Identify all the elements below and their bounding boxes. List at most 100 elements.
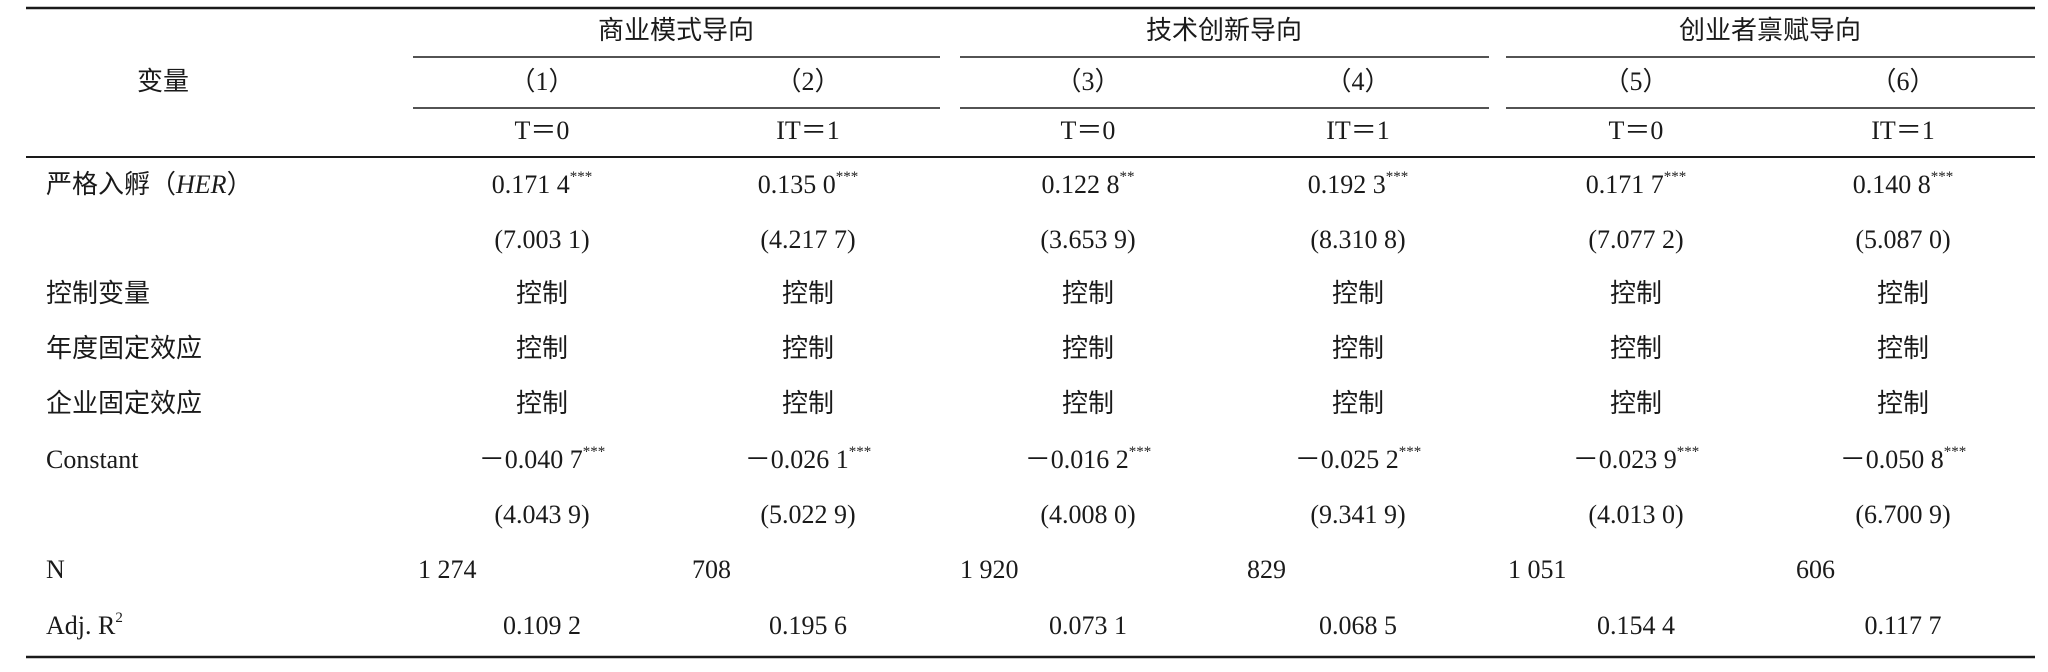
cell: (7.077 2)	[1588, 225, 1683, 254]
label-text: Constant	[46, 445, 139, 474]
cell-value: －0.040 7	[479, 445, 583, 474]
cell-value: －0.050 8	[1840, 445, 1944, 474]
cell: 控制	[516, 389, 568, 418]
significance: ***	[570, 169, 593, 185]
column-number: （5）	[1603, 67, 1668, 96]
significance: ***	[1399, 444, 1422, 460]
cell: 控制	[1610, 389, 1662, 418]
cell: (4.043 9)	[494, 500, 589, 529]
cell: 0.192 3***	[1308, 169, 1409, 199]
cell: 829	[1247, 555, 1286, 584]
cell-value: －0.023 9	[1573, 445, 1677, 474]
cell: 0.140 8***	[1853, 169, 1954, 199]
column-number: （2）	[775, 67, 840, 96]
group-header: 技术创新导向	[1146, 16, 1302, 45]
cell: (4.013 0)	[1588, 500, 1683, 529]
cell: 控制	[1610, 279, 1662, 308]
cell: 控制	[1332, 279, 1384, 308]
cell: (5.087 0)	[1855, 225, 1950, 254]
cell: －0.050 8***	[1840, 444, 1967, 474]
cell: 0.171 7***	[1586, 169, 1687, 199]
cell: 控制	[1062, 389, 1114, 418]
significance: ***	[1677, 444, 1700, 460]
column-condition: T＝0	[1061, 116, 1116, 145]
cell-value: 0.192 3	[1308, 170, 1386, 199]
column-number: （6）	[1870, 67, 1935, 96]
cell: (4.008 0)	[1040, 500, 1135, 529]
cell: 1 920	[960, 555, 1019, 584]
cell-value: －0.016 2	[1025, 445, 1129, 474]
row-label: 控制变量	[46, 279, 150, 308]
label-text: Adj. R	[46, 611, 116, 640]
column-condition: T＝0	[515, 116, 570, 145]
column-condition: IT＝1	[1871, 116, 1935, 145]
cell: 控制	[1610, 334, 1662, 363]
cell: (9.341 9)	[1310, 500, 1405, 529]
label-text: 年度固定效应	[46, 334, 202, 363]
column-number: （3）	[1055, 67, 1120, 96]
cell: 0.171 4***	[492, 169, 593, 199]
cell: 0.109 2	[503, 611, 581, 640]
column-condition: T＝0	[1609, 116, 1664, 145]
cell: 0.122 8**	[1042, 169, 1135, 199]
row-label: Adj. R2	[46, 610, 123, 640]
column-number: （4）	[1325, 67, 1390, 96]
label-tail: ）	[227, 170, 253, 199]
cell: 606	[1796, 555, 1835, 584]
cell: －0.025 2***	[1295, 444, 1422, 474]
significance: **	[1120, 169, 1135, 185]
row-label: 年度固定效应	[46, 334, 202, 363]
cell: (5.022 9)	[760, 500, 855, 529]
cell: 控制	[1877, 389, 1929, 418]
cell: (6.700 9)	[1855, 500, 1950, 529]
significance: ***	[1386, 169, 1409, 185]
cell: 1 274	[418, 555, 477, 584]
cell: 0.135 0***	[758, 169, 859, 199]
cell: 0.068 5	[1319, 611, 1397, 640]
cell-value: 0.171 4	[492, 170, 570, 199]
cell: 控制	[516, 279, 568, 308]
column-condition: IT＝1	[776, 116, 840, 145]
cell: 控制	[1877, 279, 1929, 308]
cell: 控制	[1062, 334, 1114, 363]
cell: 0.195 6	[769, 611, 847, 640]
cell-value: 0.135 0	[758, 170, 836, 199]
cell: 708	[692, 555, 731, 584]
cell: 0.154 4	[1597, 611, 1675, 640]
label-italic: HER	[175, 170, 227, 199]
cell: －0.040 7***	[479, 444, 606, 474]
cell: (3.653 9)	[1040, 225, 1135, 254]
cell-value: －0.026 1	[745, 445, 849, 474]
cell-value: －0.025 2	[1295, 445, 1399, 474]
label-text: 控制变量	[46, 279, 150, 308]
significance: ***	[1664, 169, 1687, 185]
cell: 控制	[782, 389, 834, 418]
significance: ***	[583, 444, 606, 460]
cell: 0.117 7	[1864, 611, 1941, 640]
row-label: Constant	[46, 445, 139, 474]
cell: 0.073 1	[1049, 611, 1127, 640]
group-header: 商业模式导向	[598, 16, 754, 45]
cell: (4.217 7)	[760, 225, 855, 254]
cell-value: 0.140 8	[1853, 170, 1931, 199]
cell: 1 051	[1508, 555, 1567, 584]
significance: ***	[836, 169, 859, 185]
cell: －0.016 2***	[1025, 444, 1152, 474]
column-number: （1）	[509, 67, 574, 96]
variable-header: 变量	[137, 67, 189, 96]
cell: 控制	[1062, 279, 1114, 308]
label-sup: 2	[115, 610, 123, 626]
cell: 控制	[516, 334, 568, 363]
row-label: 企业固定效应	[46, 389, 202, 418]
cell: －0.023 9***	[1573, 444, 1700, 474]
significance: ***	[1129, 444, 1152, 460]
cell: (7.003 1)	[494, 225, 589, 254]
significance: ***	[1944, 444, 1967, 460]
cell: 控制	[1332, 334, 1384, 363]
cell-value: 0.171 7	[1586, 170, 1664, 199]
label-text: 严格入孵（	[46, 170, 176, 199]
cell: 控制	[782, 279, 834, 308]
cell: (8.310 8)	[1310, 225, 1405, 254]
cell: 控制	[782, 334, 834, 363]
cell: －0.026 1***	[745, 444, 872, 474]
